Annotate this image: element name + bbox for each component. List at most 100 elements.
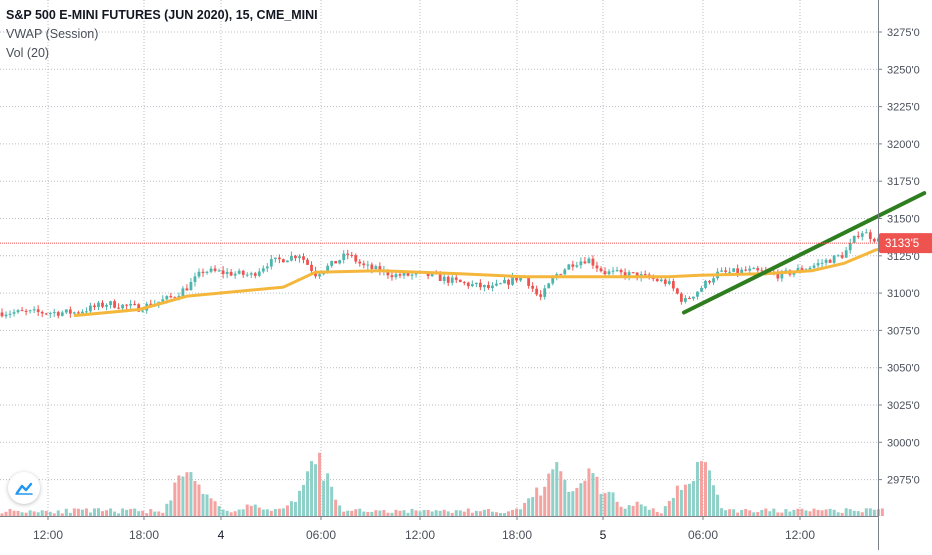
volume-bar <box>394 509 398 516</box>
candle-body <box>800 268 804 271</box>
volume-bar <box>121 508 125 516</box>
candle-body <box>864 232 868 234</box>
candle-body <box>398 274 402 276</box>
x-tick-label: 4 <box>218 528 225 542</box>
candle-body <box>358 261 362 264</box>
candle-body <box>237 270 241 274</box>
candle-body <box>712 278 715 283</box>
volume-bar <box>52 513 56 516</box>
candle-body <box>736 268 740 274</box>
candle-body <box>487 284 490 289</box>
candle-body <box>229 271 233 276</box>
y-tick-label: 3125'0 <box>887 251 920 263</box>
volume-bar <box>820 510 824 516</box>
candle-body <box>185 288 189 291</box>
volume-bar <box>748 510 752 516</box>
candle-body <box>12 312 16 314</box>
volume-bar <box>611 492 615 516</box>
candle-body <box>784 270 788 272</box>
candle-body <box>675 288 679 294</box>
volume-bar <box>732 509 736 516</box>
symbol-title[interactable]: S&P 500 E-MINI FUTURES (JUN 2020), 15, C… <box>6 8 318 22</box>
candle-body <box>852 235 856 243</box>
volume-bar <box>273 509 277 516</box>
candle-body <box>438 273 442 281</box>
candle-body <box>651 277 655 279</box>
last-price-tag <box>879 233 932 254</box>
volume-bar <box>40 510 44 516</box>
candle-body <box>631 272 635 274</box>
volume-bar <box>511 510 515 516</box>
volume-bar <box>539 495 543 516</box>
candle-body <box>350 254 354 256</box>
candle-body <box>442 276 446 281</box>
volume-bar <box>161 512 165 516</box>
volume-bar <box>619 506 623 516</box>
candle-body <box>611 270 615 272</box>
volume-bar <box>36 512 40 516</box>
volume-bar <box>563 479 567 516</box>
volume-bar <box>44 510 48 516</box>
volume-bar <box>639 504 643 516</box>
candle-body <box>326 265 330 272</box>
candle-body <box>20 310 24 312</box>
candle-body <box>483 284 486 288</box>
candle-body <box>684 298 687 302</box>
x-tick-label: 5 <box>600 528 607 542</box>
volume-bar <box>679 489 683 516</box>
indicator-vwap[interactable]: VWAP (Session) <box>6 27 99 41</box>
candle-body <box>354 255 358 262</box>
candle-body <box>595 265 599 269</box>
volume-bar <box>84 508 88 516</box>
candle-body <box>374 266 378 270</box>
volume-bar <box>623 508 627 516</box>
volume-bar <box>418 511 422 516</box>
volume-bar <box>16 510 20 516</box>
volume-bar <box>470 512 474 516</box>
candle-body <box>671 281 675 289</box>
volume-bar <box>848 509 852 516</box>
volume-bar <box>756 511 760 516</box>
tradingview-logo-icon[interactable] <box>8 472 40 504</box>
candle-body <box>133 303 137 305</box>
candle-body <box>499 283 502 285</box>
y-tick-label: 3100'0 <box>887 288 920 300</box>
candle-body <box>370 264 374 270</box>
vwap-line <box>73 246 886 317</box>
indicator-volume[interactable]: Vol (20) <box>6 46 50 60</box>
candle-body <box>48 313 52 315</box>
volume-bar <box>816 509 820 516</box>
volume-bar <box>153 511 157 516</box>
candle-body <box>129 303 133 306</box>
candle-body <box>527 276 531 286</box>
volume-bar <box>736 512 740 516</box>
volume-bar <box>249 505 253 516</box>
volume-bar <box>547 473 551 516</box>
volume-bar <box>683 484 687 516</box>
y-tick-label: 3075'0 <box>887 325 920 337</box>
volume-bar <box>687 483 691 516</box>
volume-bar <box>772 508 776 516</box>
trend-line[interactable] <box>681 191 927 315</box>
chart-legend: S&P 500 E-MINI FUTURES (JUN 2020), 15, C… <box>6 6 318 63</box>
volume-bar <box>486 508 490 516</box>
candle-body <box>446 276 450 283</box>
candle-body <box>567 264 571 270</box>
candle-body <box>470 284 474 287</box>
volume-bar <box>8 508 12 516</box>
x-tick-label: 12:00 <box>405 528 435 542</box>
volume-bar <box>398 510 402 516</box>
vwap-series <box>73 246 886 317</box>
volume-bar <box>768 511 772 516</box>
volume-bar <box>466 508 470 516</box>
volume-bar <box>402 510 406 516</box>
volume-bar <box>792 509 796 516</box>
volume-bar <box>185 472 189 516</box>
y-tick-label: 3200'0 <box>887 139 920 151</box>
volume-bar <box>812 508 816 516</box>
volume-bar <box>599 493 603 516</box>
volume-bar <box>4 511 8 516</box>
